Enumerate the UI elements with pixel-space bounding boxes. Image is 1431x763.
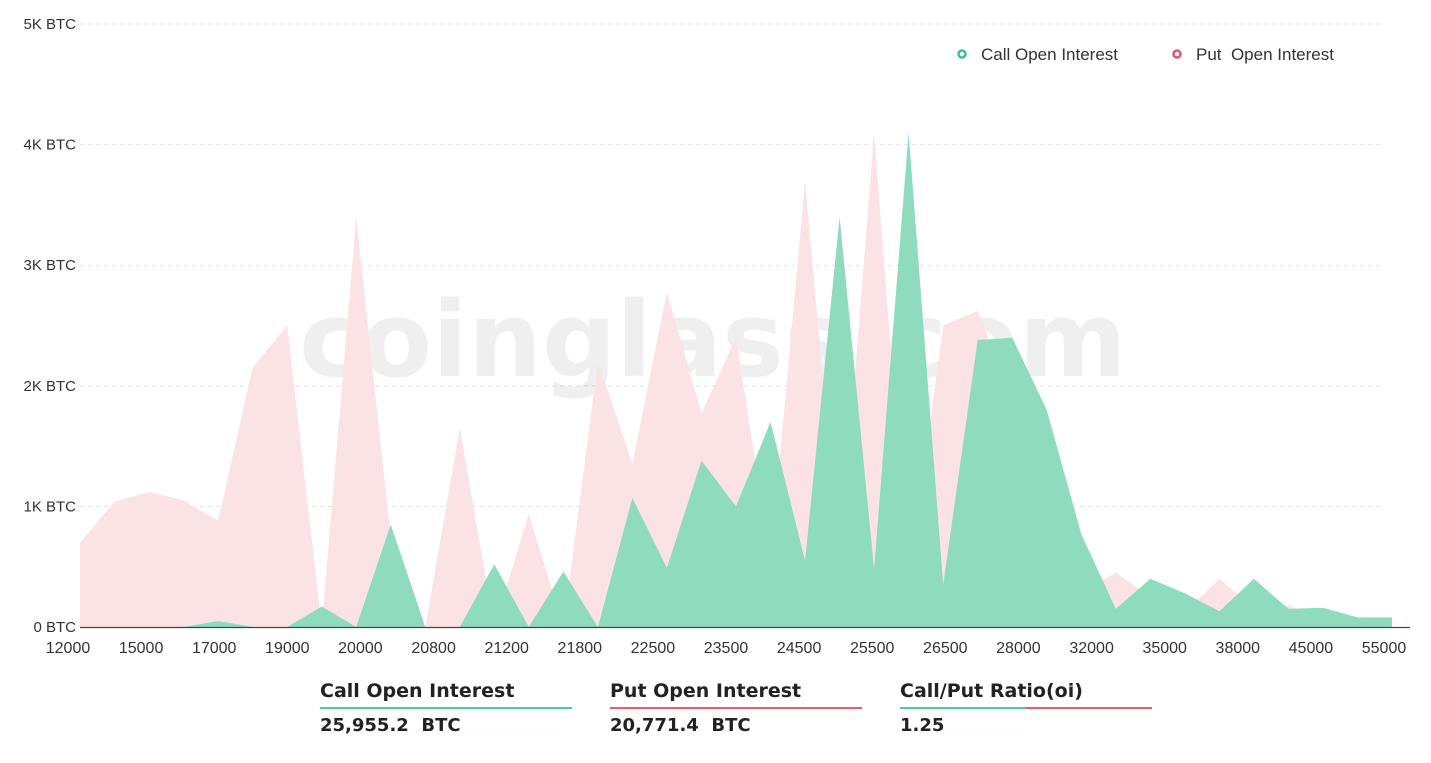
x-tick-label: 22500: [631, 640, 676, 657]
x-tick-label: 28000: [996, 640, 1041, 657]
summary-stats: Call Open Interest 25,955.2 BTC Put Open…: [320, 680, 1190, 736]
call-open-interest-area: [80, 132, 1392, 627]
x-tick-label: 21200: [484, 640, 529, 657]
legend-item-put[interactable]: Put Open Interest: [1172, 45, 1335, 64]
x-axis-ticks: 12000 15000 17000 19000 20000 20800 21200 21800…: [46, 640, 1407, 657]
stat-label: Call/Put Ratio(oi): [900, 680, 1083, 702]
x-tick-label: 19000: [265, 640, 310, 657]
x-tick-label: 21800: [558, 640, 603, 657]
stat-call-put-ratio: Call/Put Ratio(oi) 1.25: [900, 680, 1152, 736]
y-tick-label: 2K BTC: [23, 378, 76, 395]
put-legend-marker: [1172, 49, 1182, 59]
x-tick-label: 25500: [850, 640, 895, 657]
x-tick-label: 12000: [46, 640, 91, 657]
x-tick-label: 32000: [1069, 640, 1114, 657]
x-tick-label: 24500: [777, 640, 822, 657]
put-open-interest-area: [80, 132, 1392, 627]
x-tick-label: 20000: [338, 640, 383, 657]
stat-underline: [610, 707, 862, 709]
stat-value: 1.25: [900, 715, 945, 736]
stat-value: 25,955.2 BTC: [320, 715, 461, 736]
x-tick-label: 20800: [411, 640, 456, 657]
stat-underline: [320, 707, 572, 709]
stat-call-open-interest: Call Open Interest 25,955.2 BTC: [320, 680, 572, 736]
legend: Call Open Interest Put Open Interest: [957, 45, 1335, 64]
stat-put-open-interest: Put Open Interest 20,771.4 BTC: [610, 680, 862, 736]
y-tick-label: 1K BTC: [23, 498, 76, 515]
put-legend-label: Put Open Interest: [1196, 45, 1334, 64]
y-tick-label: 4K BTC: [23, 137, 76, 154]
x-tick-label: 38000: [1216, 640, 1261, 657]
x-tick-label: 17000: [192, 640, 237, 657]
x-tick-label: 55000: [1362, 640, 1407, 657]
call-legend-marker: [957, 49, 967, 59]
stat-label: Call Open Interest: [320, 680, 515, 702]
y-tick-label: 3K BTC: [23, 257, 76, 274]
x-tick-label: 45000: [1289, 640, 1334, 657]
y-tick-label: 0 BTC: [33, 619, 76, 636]
x-tick-label: 26500: [923, 640, 968, 657]
stat-underline: [900, 707, 1152, 709]
x-tick-label: 35000: [1142, 640, 1187, 657]
call-legend-label: Call Open Interest: [981, 45, 1118, 64]
y-axis-ticks: 0 BTC 1K BTC 2K BTC 3K BTC 4K BTC 5K BTC: [23, 16, 76, 636]
y-tick-label: 5K BTC: [23, 16, 76, 33]
stat-value: 20,771.4 BTC: [610, 715, 751, 736]
stat-label: Put Open Interest: [610, 680, 802, 702]
x-tick-label: 23500: [704, 640, 749, 657]
x-tick-label: 15000: [119, 640, 164, 657]
legend-item-call[interactable]: Call Open Interest: [957, 45, 1119, 64]
